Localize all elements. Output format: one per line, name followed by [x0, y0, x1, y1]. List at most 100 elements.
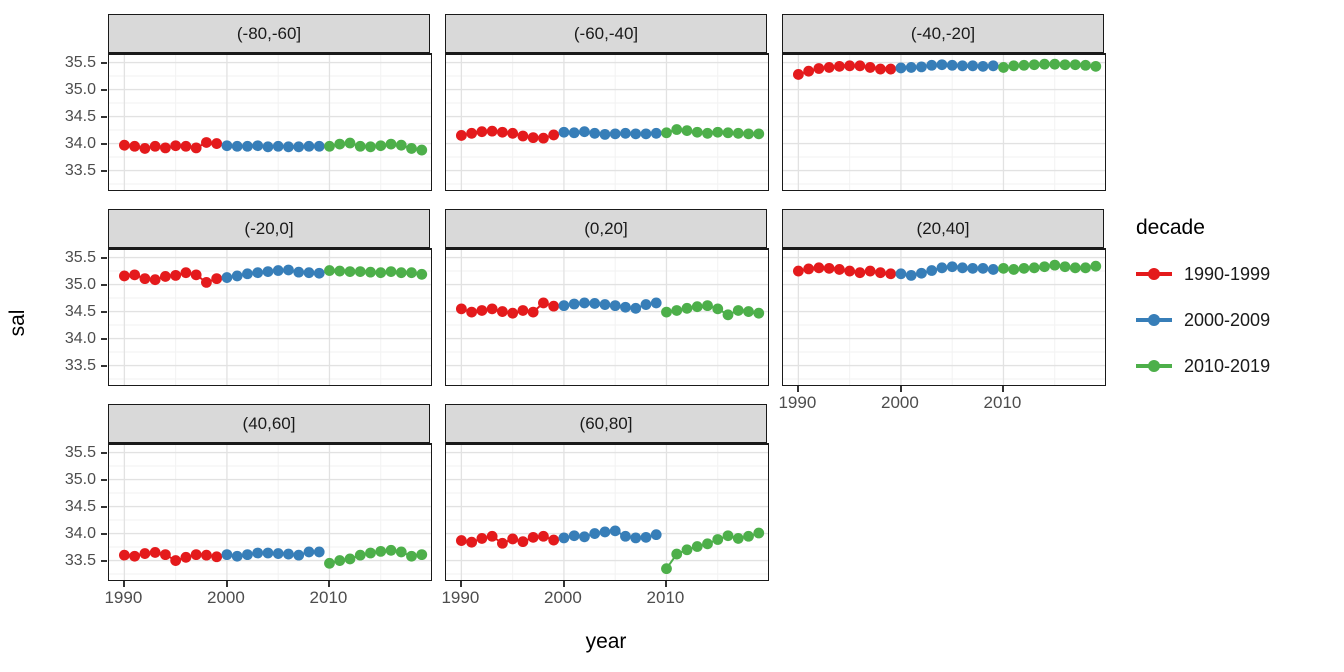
x-axis-title: year: [585, 630, 627, 653]
facet-panel: [445, 248, 769, 386]
data-point: [262, 141, 274, 153]
data-point: [365, 141, 376, 153]
data-point: [895, 62, 907, 74]
data-point: [466, 536, 478, 548]
data-point: [844, 265, 856, 277]
data-point: [967, 60, 979, 72]
data-point: [324, 140, 335, 152]
facet-label: (-40,-20]: [910, 23, 976, 43]
data-point: [558, 126, 570, 138]
data-point: [957, 60, 968, 72]
facet-label: (-20,0]: [244, 218, 294, 238]
data-point: [283, 548, 294, 560]
data-point: [517, 130, 529, 142]
data-point: [722, 127, 734, 139]
legend-entry-2010-2019: 2010-2019: [1136, 352, 1270, 380]
data-point: [967, 262, 979, 274]
data-point: [375, 267, 387, 279]
data-point: [671, 124, 683, 135]
data-point: [916, 61, 927, 73]
y-tick-mark: [101, 61, 107, 64]
data-point: [691, 126, 703, 138]
y-tick-mark: [101, 256, 107, 259]
data-point: [303, 140, 315, 152]
data-point: [609, 128, 621, 140]
data-point: [599, 128, 611, 140]
data-point: [589, 528, 601, 539]
facet-label: (40,60]: [242, 413, 296, 433]
data-point: [875, 267, 886, 279]
data-point: [272, 265, 284, 276]
data-point: [732, 533, 744, 544]
y-tick-label: 35.0: [64, 275, 96, 293]
data-point: [375, 140, 387, 152]
data-point: [497, 537, 508, 549]
data-point: [354, 266, 366, 277]
data-point: [1080, 262, 1091, 274]
data-point: [180, 551, 192, 563]
data-point: [691, 541, 703, 552]
y-tick-label: 34.0: [64, 134, 96, 152]
data-point: [334, 138, 346, 150]
data-point: [640, 299, 652, 310]
data-point: [1090, 260, 1102, 272]
facet-label: (-80,-60]: [236, 23, 302, 43]
facet-plot-area: [109, 445, 431, 580]
data-point: [211, 138, 223, 149]
data-point: [455, 130, 467, 141]
data-point: [661, 127, 672, 139]
y-tick-label: 35.0: [64, 470, 96, 488]
data-point: [1039, 261, 1050, 273]
data-point: [803, 65, 815, 77]
facet-label: (20,40]: [916, 218, 970, 238]
y-tick-label: 33.5: [64, 551, 96, 569]
data-point: [242, 549, 253, 561]
y-tick-label: 34.0: [64, 329, 96, 347]
legend-entry-label: 2010-2019: [1184, 355, 1271, 376]
data-point: [640, 128, 652, 140]
y-tick-label: 35.5: [64, 248, 96, 266]
data-point: [987, 60, 999, 72]
facet-plot-area: [783, 250, 1105, 385]
y-tick-mark: [101, 115, 107, 118]
x-tick-mark: [797, 386, 800, 392]
data-point: [743, 530, 754, 542]
data-point: [313, 140, 325, 152]
data-point: [1080, 59, 1091, 71]
facet-strip: (60,80]: [445, 404, 767, 443]
data-point: [455, 303, 467, 315]
data-point: [293, 141, 305, 153]
y-tick-mark: [101, 478, 107, 481]
data-point: [620, 127, 631, 139]
data-point: [507, 127, 519, 139]
data-point: [497, 126, 508, 138]
legend-entry-2000-2009: 2000-2009: [1136, 306, 1270, 334]
facet-(20,40]: (20,40] 1990 2000 2010: [778, 209, 1106, 411]
data-point: [1090, 60, 1102, 72]
data-point: [1028, 262, 1040, 274]
y-tick-label: 35.0: [64, 80, 96, 98]
legend-key-icon: [1136, 314, 1172, 326]
data-point: [385, 266, 397, 277]
x-tick-label: 2000: [544, 588, 582, 607]
data-point: [231, 270, 243, 282]
data-point: [517, 536, 529, 548]
data-point: [957, 262, 968, 274]
data-point: [221, 549, 233, 561]
facet-strip: (20,40]: [782, 209, 1104, 248]
data-point: [753, 307, 765, 319]
y-tick-label: 33.5: [64, 161, 96, 179]
data-point: [344, 553, 356, 565]
data-point: [834, 60, 845, 72]
data-point: [466, 306, 478, 318]
y-tick-label: 34.5: [64, 302, 96, 320]
facet-strip: (-60,-40]: [445, 14, 767, 53]
facet-(-40,-20]: (-40,-20]: [782, 14, 1106, 191]
facet-(60,80]: (60,80] 1990 2000 2010: [441, 404, 769, 606]
y-tick-mark: [101, 142, 107, 145]
y-tick-mark: [101, 337, 107, 340]
data-point: [538, 530, 549, 542]
data-point: [630, 302, 642, 314]
data-point: [527, 132, 539, 144]
data-point: [712, 303, 724, 315]
